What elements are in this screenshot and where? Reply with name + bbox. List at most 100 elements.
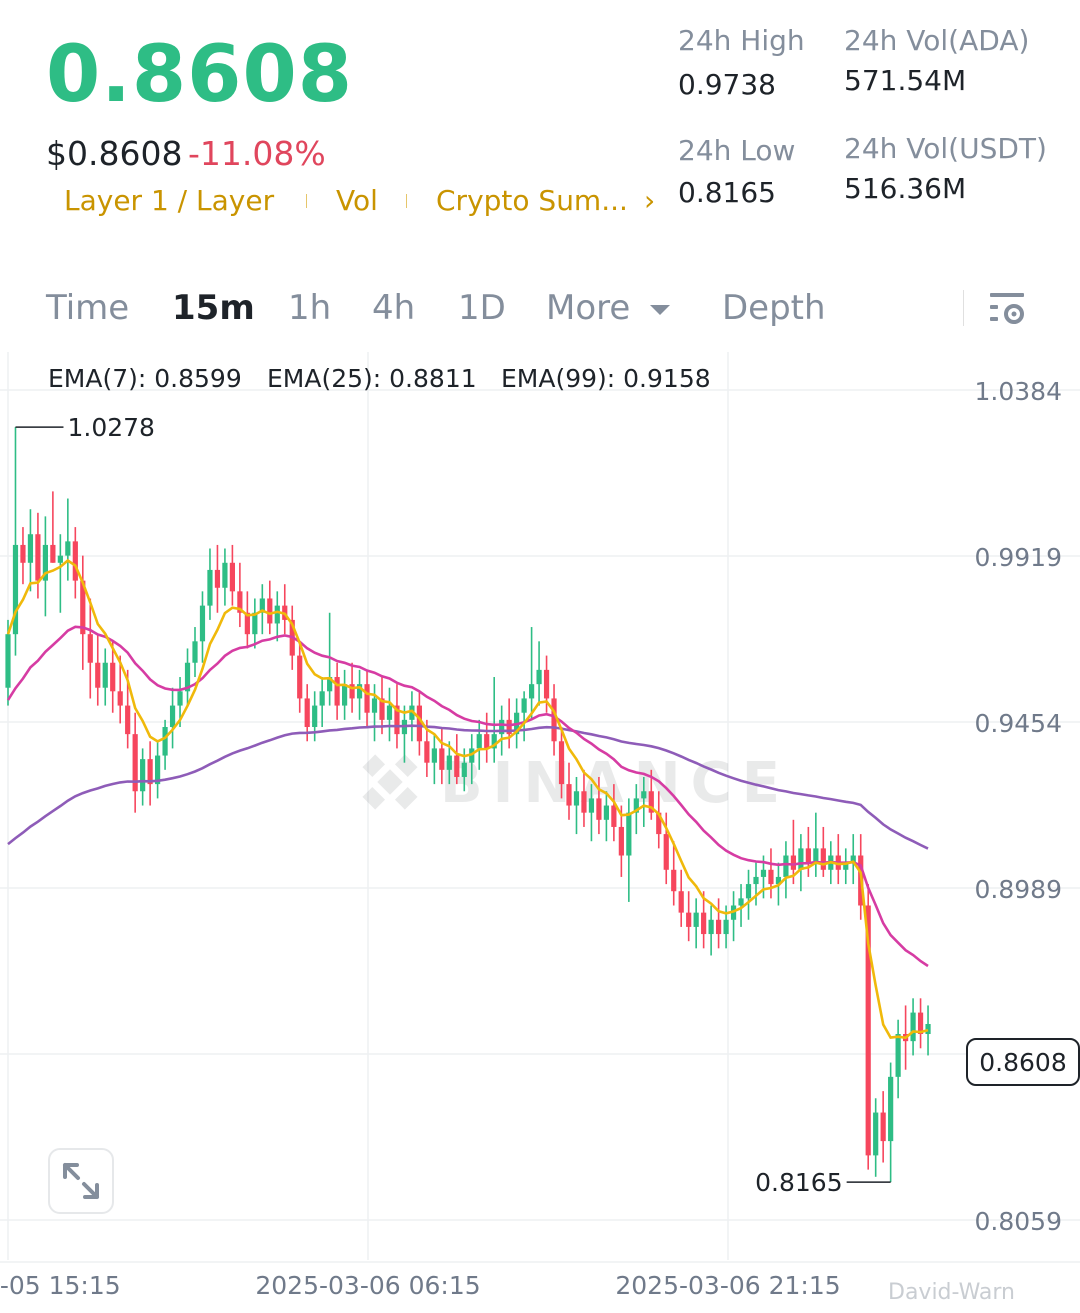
candle-body bbox=[543, 669, 550, 699]
candle-body bbox=[783, 855, 789, 877]
tab-15m[interactable]: 15m bbox=[172, 288, 255, 328]
candle-body bbox=[364, 684, 370, 713]
tab-more-label: More bbox=[546, 288, 631, 328]
candle-body bbox=[484, 734, 490, 749]
candle-body bbox=[506, 719, 512, 735]
current-price-label: 0.8608 bbox=[966, 1038, 1080, 1086]
candle-body bbox=[214, 569, 221, 588]
candle-body bbox=[461, 762, 467, 777]
time-axis: 2025-03-05 15:15 2025-03-06 06:15 2025-03-… bbox=[0, 1271, 841, 1300]
candle-body bbox=[342, 684, 348, 706]
x-tick-label: 2025-03-06 06:15 bbox=[255, 1271, 480, 1300]
candle-body bbox=[424, 741, 430, 763]
expand-chart-button[interactable] bbox=[48, 1148, 114, 1214]
candle-body bbox=[686, 912, 692, 927]
candle-body bbox=[454, 755, 460, 777]
candle-body bbox=[57, 555, 63, 563]
candle-body bbox=[648, 791, 654, 813]
tab-more[interactable]: More bbox=[546, 288, 671, 328]
caret-down-icon bbox=[650, 304, 671, 315]
candle-body bbox=[716, 919, 722, 935]
tab-4h[interactable]: 4h bbox=[372, 288, 416, 328]
candle-body bbox=[618, 826, 624, 856]
candle-body bbox=[663, 834, 669, 870]
x-tick-label: 2025-03-05 15:15 bbox=[0, 1271, 121, 1300]
y-tick-label: 0.8059 bbox=[975, 1207, 1062, 1236]
candle-body bbox=[72, 541, 78, 581]
candle-body bbox=[499, 719, 505, 735]
candle-body bbox=[865, 905, 871, 1156]
candle-body bbox=[573, 791, 580, 806]
candles bbox=[5, 427, 931, 1183]
tab-depth[interactable]: Depth bbox=[722, 288, 826, 328]
candle-body bbox=[35, 534, 41, 581]
candle-body bbox=[775, 876, 782, 885]
candle-body bbox=[80, 580, 86, 635]
candle-body bbox=[87, 634, 93, 663]
user-watermark: David-Warn bbox=[888, 1280, 1015, 1305]
stat-24h-high-label: 24h High bbox=[678, 24, 805, 57]
candle-body bbox=[386, 705, 393, 720]
candle-body bbox=[910, 1012, 916, 1042]
candle-body bbox=[431, 748, 437, 763]
y-tick-label: 1.0384 bbox=[975, 377, 1062, 406]
candle-body bbox=[5, 634, 11, 688]
candle-body bbox=[297, 655, 303, 699]
low-marker-label: 0.8165 bbox=[755, 1168, 842, 1197]
candle-body bbox=[805, 848, 811, 863]
tag-crypto-summary[interactable]: Crypto Sum... bbox=[436, 184, 628, 217]
candle-body bbox=[349, 684, 355, 699]
candle-body bbox=[551, 698, 557, 742]
candle-body bbox=[888, 1076, 894, 1142]
stat-vol-quote-label: 24h Vol(USDT) bbox=[844, 132, 1047, 165]
tag-layer1[interactable]: Layer 1 / Layer bbox=[64, 184, 275, 217]
candle-body bbox=[813, 848, 819, 863]
candle-body bbox=[491, 734, 497, 749]
candle-body bbox=[626, 812, 632, 856]
candle-body bbox=[394, 705, 400, 735]
candle-body bbox=[50, 544, 56, 563]
ema99-line bbox=[7, 724, 929, 850]
candle-body bbox=[237, 591, 243, 613]
tag-vol[interactable]: Vol bbox=[336, 184, 378, 217]
chart-settings-icon[interactable] bbox=[988, 290, 1028, 328]
candle-body bbox=[566, 784, 572, 806]
candle-body bbox=[678, 891, 684, 913]
candle-body bbox=[439, 748, 445, 770]
candle-body bbox=[596, 798, 602, 820]
ema7-line bbox=[6, 558, 929, 1040]
candle-body bbox=[708, 919, 714, 935]
tab-time[interactable]: Time bbox=[46, 288, 130, 328]
candle-body bbox=[199, 605, 206, 642]
chevron-right-icon[interactable]: › bbox=[644, 184, 656, 217]
candle-body bbox=[147, 759, 153, 785]
binance-logo-icon bbox=[362, 754, 418, 810]
candle-body bbox=[95, 662, 101, 688]
candle-body bbox=[125, 705, 131, 735]
candle-body bbox=[760, 869, 767, 877]
candle-body bbox=[745, 884, 752, 899]
stat-vol-base-label: 24h Vol(ADA) bbox=[844, 24, 1030, 57]
expand-icon bbox=[63, 1163, 99, 1199]
stat-24h-high-value: 0.9738 bbox=[678, 68, 776, 101]
candle-body bbox=[169, 705, 176, 727]
high-marker-label: 1.0278 bbox=[67, 413, 154, 442]
candle-body bbox=[917, 1012, 924, 1035]
ema99-legend: EMA(99): 0.9158 bbox=[501, 364, 711, 393]
tab-1d[interactable]: 1D bbox=[458, 288, 506, 328]
candle-body bbox=[117, 691, 123, 706]
candle-body bbox=[229, 562, 235, 592]
candle-body bbox=[409, 705, 415, 720]
tab-1h[interactable]: 1h bbox=[288, 288, 332, 328]
candle-body bbox=[155, 755, 161, 785]
tab-divider bbox=[963, 290, 964, 326]
candle-body bbox=[184, 662, 191, 692]
high-low-markers: 1.0278 0.8165 bbox=[15, 413, 891, 1197]
ema7-legend: EMA(7): 0.8599 bbox=[48, 364, 242, 393]
candle-body bbox=[192, 641, 198, 663]
candle-body bbox=[469, 748, 475, 763]
candlestick-chart[interactable]: BINANCE 1.0278 0.8165 1.0384 0.9919 0.9454 0… bbox=[0, 352, 1080, 1313]
stat-24h-low-value: 0.8165 bbox=[678, 176, 776, 209]
candle-body bbox=[693, 912, 699, 927]
